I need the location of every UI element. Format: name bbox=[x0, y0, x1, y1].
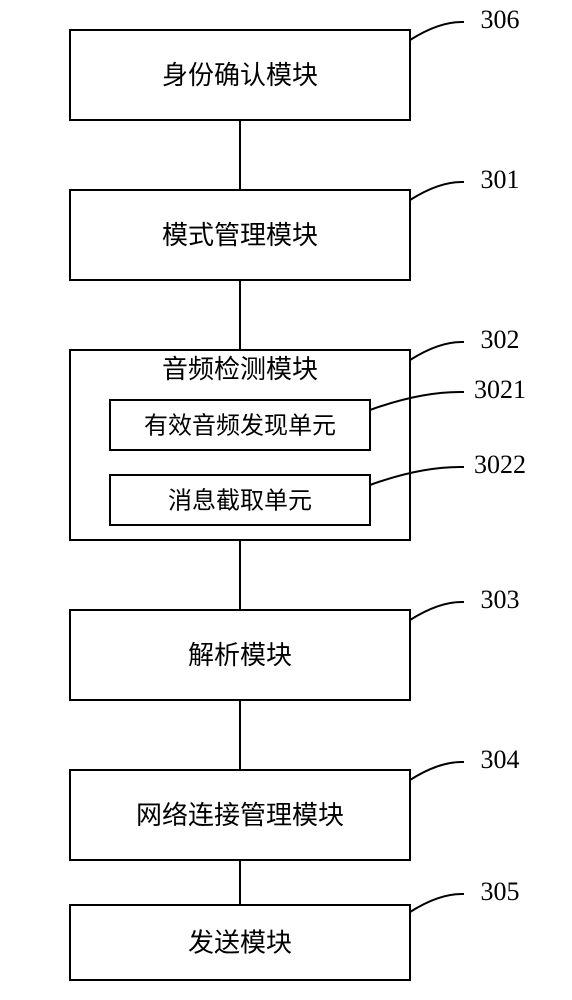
module-box-b3022: 消息截取单元 3022 bbox=[110, 450, 526, 525]
module-box-b305: 发送模块 305 bbox=[70, 877, 520, 980]
leader-line bbox=[370, 467, 464, 485]
ref-label: 301 bbox=[481, 165, 520, 194]
ref-label: 306 bbox=[481, 5, 520, 34]
module-label: 音频检测模块 bbox=[162, 355, 318, 384]
ref-label: 302 bbox=[481, 325, 520, 354]
leader-line bbox=[410, 22, 464, 40]
module-box-b306: 身份确认模块 306 bbox=[70, 5, 520, 120]
ref-label: 305 bbox=[481, 877, 520, 906]
module-box-b3021: 有效音频发现单元 3021 bbox=[110, 375, 526, 450]
ref-label: 3022 bbox=[474, 450, 526, 479]
module-label: 消息截取单元 bbox=[168, 487, 312, 514]
leader-line bbox=[410, 182, 464, 200]
module-box-b301: 模式管理模块 301 bbox=[70, 165, 520, 280]
leader-line bbox=[410, 342, 464, 360]
leader-line bbox=[410, 602, 464, 620]
module-label: 模式管理模块 bbox=[162, 221, 318, 250]
ref-label: 3021 bbox=[474, 375, 526, 404]
leader-line bbox=[410, 894, 464, 912]
module-label: 解析模块 bbox=[188, 641, 292, 670]
leader-line bbox=[370, 392, 464, 410]
module-label: 网络连接管理模块 bbox=[136, 801, 344, 830]
module-label: 身份确认模块 bbox=[162, 61, 318, 90]
module-box-b304: 网络连接管理模块 304 bbox=[70, 745, 520, 860]
module-label: 发送模块 bbox=[188, 929, 292, 958]
module-label: 有效音频发现单元 bbox=[144, 412, 336, 439]
ref-label: 304 bbox=[481, 745, 520, 774]
ref-label: 303 bbox=[481, 585, 520, 614]
leader-line bbox=[410, 762, 464, 780]
module-box-b303: 解析模块 303 bbox=[70, 585, 520, 700]
